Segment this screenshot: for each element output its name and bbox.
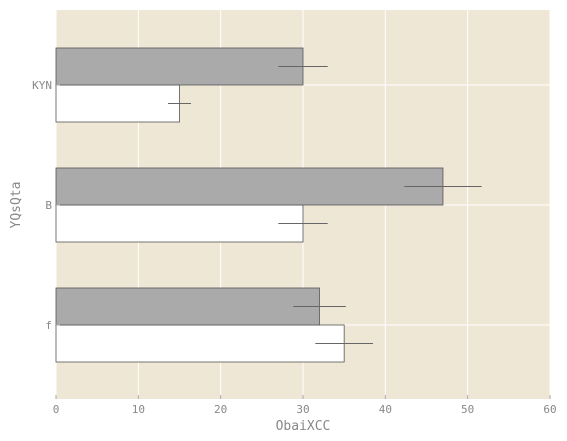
y-tick-label: KYN xyxy=(32,79,52,92)
x-tick-label: 10 xyxy=(132,403,145,416)
x-tick-label: 0 xyxy=(53,403,60,416)
bar xyxy=(55,287,320,326)
bar xyxy=(55,324,345,363)
y-tick-label: B xyxy=(45,199,52,212)
bars xyxy=(55,47,482,363)
x-tick-label: 50 xyxy=(461,403,474,416)
bar xyxy=(55,84,180,123)
x-tick-label: 30 xyxy=(296,403,309,416)
x-tick-label: 40 xyxy=(379,403,392,416)
y-axis-title: YQsQta xyxy=(9,182,24,229)
y-ticks: f B KYN xyxy=(32,79,60,332)
bar xyxy=(55,204,304,243)
bar xyxy=(55,47,304,86)
x-tick-label: 60 xyxy=(543,403,556,416)
x-tick-label: 20 xyxy=(214,403,227,416)
bar xyxy=(55,167,444,206)
x-axis-title: ObaiXCC xyxy=(276,419,331,434)
x-ticks: 0 10 20 30 40 50 60 xyxy=(53,395,557,416)
y-tick-label: f xyxy=(45,319,52,332)
